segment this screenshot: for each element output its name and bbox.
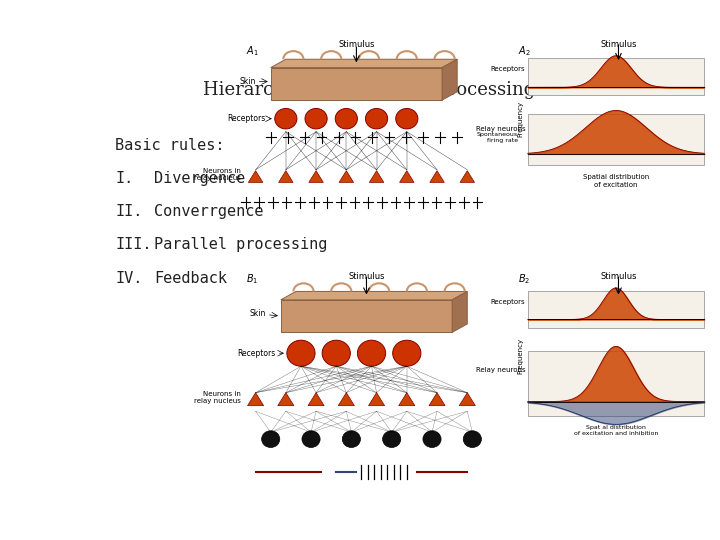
Circle shape [366, 109, 387, 129]
Polygon shape [400, 171, 414, 183]
Circle shape [322, 340, 351, 366]
Polygon shape [281, 292, 467, 300]
Text: Stimulus: Stimulus [600, 272, 636, 281]
Circle shape [305, 109, 327, 129]
Circle shape [423, 431, 441, 448]
Polygon shape [369, 171, 384, 183]
Text: $B_1$: $B_1$ [246, 272, 258, 286]
Polygon shape [528, 58, 704, 96]
Text: Neurons in
relay nucleus: Neurons in relay nucleus [194, 167, 240, 181]
Text: II.: II. [115, 204, 143, 219]
Text: Relay neurons: Relay neurons [476, 367, 526, 373]
Text: III.: III. [115, 238, 152, 252]
Text: Feedback: Feedback [154, 271, 228, 286]
Polygon shape [279, 171, 293, 183]
Text: Spontaneous
firing rate: Spontaneous firing rate [477, 132, 518, 143]
Text: Parallel processing: Parallel processing [154, 238, 328, 252]
Text: Basic rules:: Basic rules: [115, 138, 225, 153]
Circle shape [396, 109, 418, 129]
Text: $B_2$: $B_2$ [518, 272, 530, 286]
Polygon shape [399, 393, 415, 406]
Polygon shape [460, 171, 474, 183]
Circle shape [382, 431, 401, 448]
Polygon shape [278, 393, 294, 406]
Text: Frequency: Frequency [517, 338, 523, 374]
Circle shape [336, 109, 357, 129]
Text: Frequency: Frequency [517, 100, 523, 137]
Circle shape [463, 431, 482, 448]
Text: $A_2$: $A_2$ [518, 44, 531, 58]
Polygon shape [369, 393, 384, 406]
Text: IV.: IV. [115, 271, 143, 286]
Polygon shape [430, 171, 444, 183]
Circle shape [261, 431, 280, 448]
Text: Spatial distribution
of excitation: Spatial distribution of excitation [582, 174, 649, 188]
Text: Receptors: Receptors [238, 349, 276, 357]
Text: Stimulus: Stimulus [348, 272, 384, 281]
Polygon shape [248, 171, 263, 183]
Circle shape [302, 431, 320, 448]
Polygon shape [528, 291, 704, 328]
Text: $A_1$: $A_1$ [246, 44, 258, 58]
Text: Hierarchical information processing: Hierarchical information processing [203, 80, 535, 99]
Polygon shape [271, 68, 442, 100]
Text: I.: I. [115, 171, 133, 186]
Text: Receptors: Receptors [228, 114, 266, 123]
Polygon shape [309, 171, 323, 183]
Circle shape [287, 340, 315, 366]
Text: Stimulus: Stimulus [338, 40, 374, 49]
Text: Stimulus: Stimulus [600, 40, 636, 49]
Text: Spat al distribution
of excitation and inhibition: Spat al distribution of excitation and i… [574, 425, 658, 436]
Polygon shape [528, 351, 704, 416]
Circle shape [392, 340, 421, 366]
Polygon shape [338, 393, 354, 406]
Text: Relay neurons: Relay neurons [476, 126, 526, 132]
Circle shape [357, 340, 386, 366]
Text: Receptors: Receptors [490, 299, 526, 305]
Polygon shape [281, 300, 452, 332]
Polygon shape [308, 393, 324, 406]
Polygon shape [429, 393, 445, 406]
Polygon shape [442, 59, 457, 100]
Text: Divergence: Divergence [154, 171, 246, 186]
Polygon shape [459, 393, 475, 406]
Polygon shape [339, 171, 354, 183]
Text: Receptors: Receptors [490, 66, 526, 72]
Circle shape [275, 109, 297, 129]
Text: Skin: Skin [239, 77, 256, 86]
Text: Converrgence: Converrgence [154, 204, 264, 219]
Polygon shape [248, 393, 264, 406]
Polygon shape [271, 59, 457, 68]
Polygon shape [452, 292, 467, 332]
Polygon shape [528, 114, 704, 165]
Text: Skin: Skin [249, 309, 266, 318]
Text: Neurons in
relay nucleus: Neurons in relay nucleus [194, 390, 240, 404]
Circle shape [342, 431, 361, 448]
